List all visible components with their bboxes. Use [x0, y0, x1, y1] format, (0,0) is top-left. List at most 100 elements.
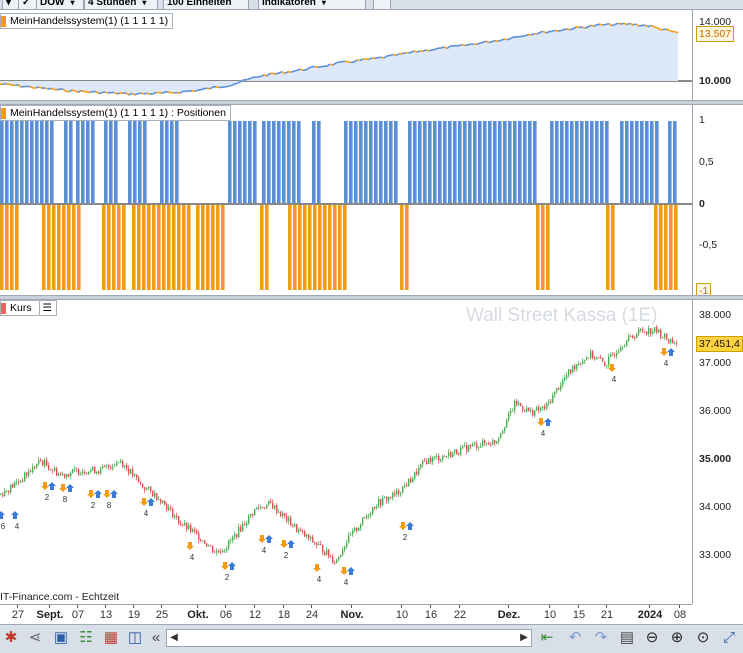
candle-body — [88, 472, 89, 474]
zoom-in-icon[interactable]: ⊕ — [668, 629, 686, 647]
long-position-bar — [550, 121, 554, 203]
units-selector[interactable]: 100 Einheiten — [163, 0, 249, 10]
candle-body — [612, 355, 613, 356]
positions-y-axis[interactable]: 1 0,5 0 -0,5 — [692, 105, 743, 295]
reset-zoom-icon[interactable]: ⤢ — [720, 629, 738, 647]
positions-tick-0: 0 — [699, 198, 705, 210]
candle-body — [672, 339, 673, 343]
long-position-bar — [570, 121, 574, 203]
indicators-button[interactable]: Indikatoren▾ — [258, 0, 366, 10]
equity-segment — [228, 86, 231, 87]
candle-body — [6, 491, 7, 492]
equity-segment — [462, 45, 465, 46]
instrument-selector[interactable]: DOW▾ — [36, 0, 84, 10]
long-position-bar — [45, 121, 49, 203]
candle-body — [304, 532, 305, 537]
equity-segment — [246, 79, 249, 80]
equity-segment — [345, 61, 348, 62]
short-position-bar — [107, 205, 111, 290]
candle-body — [512, 411, 513, 412]
long-position-bar — [590, 121, 594, 203]
chart-types-icon[interactable]: ✱ — [2, 629, 20, 647]
share-icon[interactable]: ⋖ — [26, 629, 44, 647]
equity-segment — [501, 39, 504, 40]
undo-icon[interactable]: ↶ — [566, 629, 584, 647]
candle-body — [362, 517, 363, 525]
candle-body — [100, 468, 101, 474]
equity-color-marker — [1, 16, 6, 27]
candle-body — [172, 508, 173, 517]
panel-separator-2[interactable] — [0, 295, 743, 300]
back-to-end-icon[interactable]: ⇤ — [538, 629, 556, 647]
scroll-left-arrow[interactable]: ◀ — [167, 630, 181, 646]
positions-panel-label[interactable]: MeinHandelssystem(1) (1 1 1 1 1) : Posit… — [0, 105, 231, 121]
candle-body — [42, 460, 43, 465]
toolbar-extra-button[interactable] — [373, 0, 391, 10]
candle-body — [540, 408, 541, 410]
candle-body — [192, 530, 193, 532]
short-position-bar — [260, 205, 264, 290]
candle-body — [588, 358, 589, 359]
candle-body — [22, 481, 23, 482]
long-position-bar — [64, 121, 68, 203]
sell-arrow-icon — [87, 490, 95, 498]
candle-body — [264, 508, 265, 509]
zoom-out-icon[interactable]: ⊖ — [643, 629, 661, 647]
long-position-bar — [413, 121, 417, 203]
x-tick-mark — [606, 605, 607, 608]
candle-body — [250, 514, 251, 516]
x-tick-label: 10 — [396, 609, 408, 621]
short-position-bar — [211, 205, 215, 290]
short-position-bar — [10, 205, 14, 290]
candle-body — [28, 471, 29, 475]
equity-y-axis[interactable]: 14.000 10.000 — [692, 10, 743, 101]
screen-icon[interactable]: ◫ — [126, 629, 144, 647]
timeframe-selector[interactable]: 4 Stunden▾ — [84, 0, 158, 10]
candle-body — [360, 525, 361, 528]
candle-body — [628, 336, 629, 341]
equity-panel-label[interactable]: MeinHandelssystem(1) (1 1 1 1 1) — [0, 13, 173, 29]
candle-body — [350, 535, 351, 536]
equity-segment — [357, 60, 360, 61]
x-tick-mark — [351, 605, 352, 608]
equity-segment — [159, 93, 162, 94]
trade-label: 4 — [344, 578, 349, 587]
candle-body — [292, 526, 293, 527]
candle-body — [110, 467, 111, 469]
short-position-bar — [265, 205, 269, 290]
collapse-icon[interactable]: « — [147, 629, 165, 647]
candle-body — [594, 358, 595, 359]
zoom-reset-icon[interactable]: ⊙ — [694, 629, 712, 647]
candle-body — [86, 473, 87, 474]
horizontal-scrollbar[interactable]: ◀ ▶ — [166, 629, 532, 647]
candle-body — [138, 478, 139, 482]
candle-body — [570, 370, 571, 373]
long-position-bar — [20, 121, 24, 203]
candle-body — [44, 460, 45, 465]
equity-segment — [381, 57, 384, 58]
candle-body — [228, 541, 229, 549]
sell-arrow-icon — [399, 522, 407, 530]
candle-body — [502, 431, 503, 434]
equity-segment — [387, 55, 390, 56]
equity-segment — [402, 53, 405, 54]
candle-body — [224, 551, 225, 552]
candle-body — [134, 475, 135, 476]
comment-icon[interactable]: ▣ — [52, 629, 70, 647]
zoom-fit-icon[interactable]: ▤ — [618, 629, 636, 647]
list-icon[interactable]: ☰ — [39, 301, 52, 315]
list-icon-bottom[interactable]: ☷ — [77, 629, 95, 647]
candle-body — [494, 440, 495, 443]
grid-icon[interactable]: ▦ — [102, 629, 120, 647]
candle-body — [266, 505, 267, 509]
candle-body — [472, 444, 473, 446]
price-panel-label[interactable]: Kurs ☰ — [0, 300, 57, 316]
candle-body — [94, 467, 95, 474]
redo-icon[interactable]: ↷ — [592, 629, 610, 647]
scroll-right-arrow[interactable]: ▶ — [517, 630, 531, 646]
price-tick-37000: 37.000 — [699, 357, 731, 369]
candle-body — [46, 460, 47, 465]
x-tick-mark — [459, 605, 460, 608]
trade-label: 2 — [225, 573, 230, 582]
